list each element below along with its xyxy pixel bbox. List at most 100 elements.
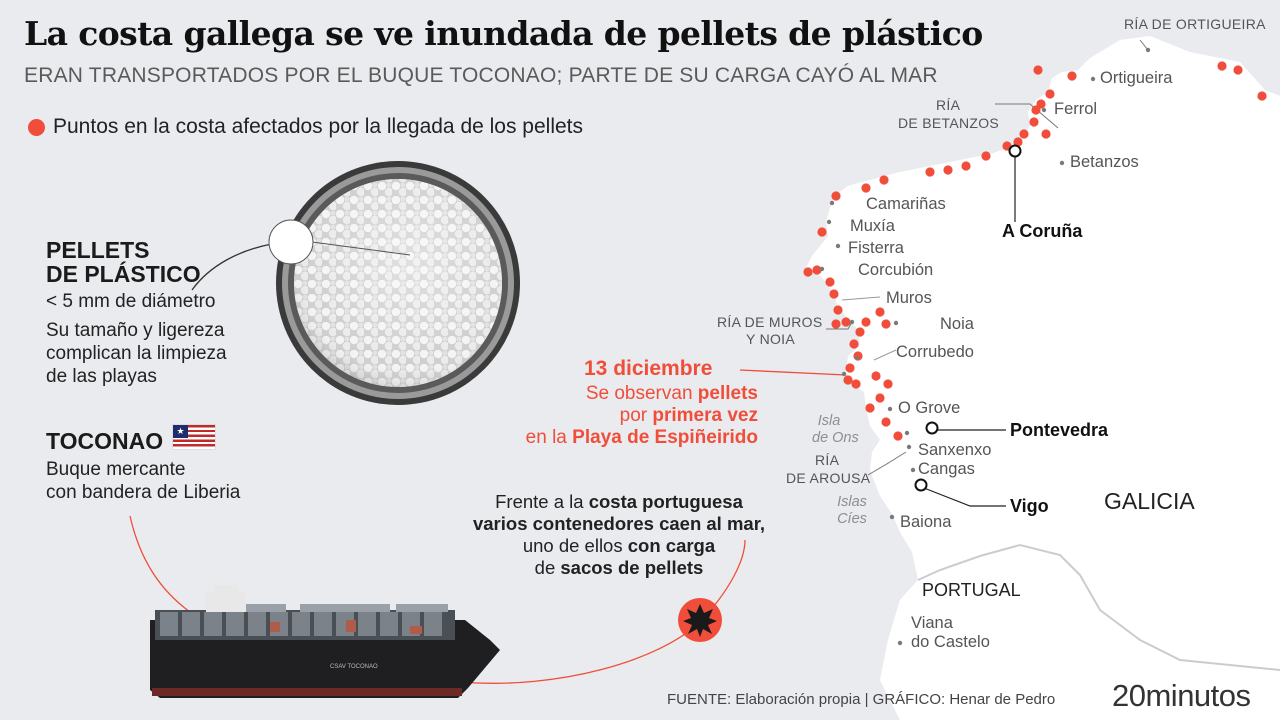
place-marker	[906, 444, 912, 450]
affected-point	[825, 277, 835, 287]
leader-arousa	[867, 451, 907, 476]
vigo-marker	[914, 478, 928, 492]
label-muxia: Muxía	[850, 217, 895, 235]
label-vigo: Vigo	[1010, 496, 1049, 516]
brand-logo: 20minutos	[1112, 678, 1251, 713]
affected-point	[1045, 89, 1055, 99]
place-markers	[819, 47, 1151, 646]
label-fisterra: Fisterra	[848, 239, 904, 257]
label-isla-ons: Isla de Ons	[812, 413, 859, 446]
place-marker	[897, 640, 903, 646]
page-title: La costa gallega se ve inundada de pelle…	[24, 14, 983, 53]
ship-leader	[129, 515, 191, 613]
affected-point	[1013, 137, 1023, 147]
container-ship-image: CSAV TOCONAO	[150, 585, 500, 698]
label-islas-cies: Islas Cíes	[837, 494, 867, 527]
label-ortigueira: Ortigueira	[1100, 69, 1173, 87]
pontevedra-marker	[925, 421, 939, 435]
place-connectors	[841, 296, 897, 361]
liberia-flag-icon: ★	[172, 424, 216, 450]
affected-point	[1029, 117, 1039, 127]
place-marker	[893, 320, 899, 326]
label-ria-muros-1: RÍA DE MUROS	[717, 314, 823, 330]
place-marker	[849, 319, 855, 325]
affected-point	[1019, 129, 1029, 139]
pellets-title-2: DE PLÁSTICO	[46, 261, 201, 287]
pellet-leader	[191, 243, 273, 291]
place-marker	[1059, 160, 1065, 166]
affected-point	[1033, 65, 1043, 75]
portugal-land	[880, 545, 1280, 720]
footer-source: FUENTE: Elaboración propia | GRÁFICO: He…	[667, 691, 1056, 708]
place-marker	[887, 406, 893, 412]
affected-point	[893, 431, 903, 441]
galicia-land	[806, 36, 1280, 720]
label-viana-1: Viana	[911, 614, 953, 632]
ship-desc-1: Buque mercante	[46, 459, 186, 480]
affected-point	[861, 317, 871, 327]
ship-desc-2: con bandera de Liberia	[46, 482, 241, 503]
label-pontevedra: Pontevedra	[1010, 420, 1109, 440]
legend: Puntos en la costa afectados por la lleg…	[28, 115, 583, 139]
place-marker	[910, 467, 916, 473]
label-portugal: PORTUGAL	[922, 580, 1021, 600]
label-corrubedo: Corrubedo	[896, 343, 974, 361]
pellets-desc-1: Su tamaño y ligereza	[46, 320, 225, 341]
label-ria-betanzos-1: RÍA	[936, 97, 961, 113]
label-corcubion: Corcubión	[858, 261, 934, 279]
affected-point	[831, 191, 841, 201]
affected-point	[943, 165, 953, 175]
place-marker	[826, 219, 832, 225]
leader-betanzos	[995, 103, 1059, 129]
affected-point	[851, 379, 861, 389]
affected-point	[849, 339, 859, 349]
affected-point	[829, 289, 839, 299]
pellets-desc-3: de las playas	[46, 366, 157, 387]
label-ria-muros-2: Y NOIA	[746, 331, 796, 347]
border-line	[917, 543, 1280, 671]
event-date: 13 diciembre	[584, 357, 713, 380]
affected-point	[1217, 61, 1227, 71]
place-marker	[819, 266, 825, 272]
label-sanxenxo: Sanxenxo	[918, 441, 992, 459]
place-marker	[889, 514, 895, 520]
pellet-detail-line	[311, 241, 411, 256]
leader-muros	[826, 321, 853, 330]
affected-point	[817, 227, 827, 237]
label-cangas: Cangas	[918, 460, 975, 478]
pellets-desc-2: complican la limpieza	[46, 343, 227, 364]
label-ria-betanzos-2: DE BETANZOS	[898, 115, 1000, 131]
affected-point	[875, 307, 885, 317]
affected-point	[981, 151, 991, 161]
affected-point	[1067, 71, 1077, 81]
label-betanzos: Betanzos	[1070, 153, 1139, 171]
explosion-icon	[678, 598, 722, 642]
affected-point	[881, 417, 891, 427]
label-camarinas: Camariñas	[866, 195, 946, 213]
event-text: Se observan pellets por primera vez en l…	[525, 383, 758, 448]
label-ria-arousa-2: DE AROUSA	[786, 470, 871, 486]
place-marker	[1090, 76, 1096, 82]
pellets-size: < 5 mm de diámetro	[46, 291, 216, 312]
affected-point	[843, 375, 853, 385]
affected-point	[845, 363, 855, 373]
affected-point	[881, 319, 891, 329]
ship-hull-text: CSAV TOCONAO	[330, 664, 378, 670]
affected-point	[1041, 129, 1051, 139]
legend-text: Puntos en la costa afectados por la lleg…	[53, 115, 584, 138]
affected-point	[875, 393, 885, 403]
place-marker	[904, 430, 910, 436]
affected-point	[855, 327, 865, 337]
label-ferrol: Ferrol	[1054, 100, 1098, 118]
pellet-zoom-circle	[268, 219, 314, 265]
affected-point	[812, 265, 822, 275]
affected-point	[833, 305, 843, 315]
label-baiona: Baiona	[900, 513, 952, 531]
a-coruna-marker	[1008, 144, 1022, 158]
affected-point	[861, 183, 871, 193]
place-marker	[841, 371, 847, 377]
label-viana-2: do Castelo	[911, 633, 990, 651]
affected-point	[961, 161, 971, 171]
affected-point	[883, 379, 893, 389]
